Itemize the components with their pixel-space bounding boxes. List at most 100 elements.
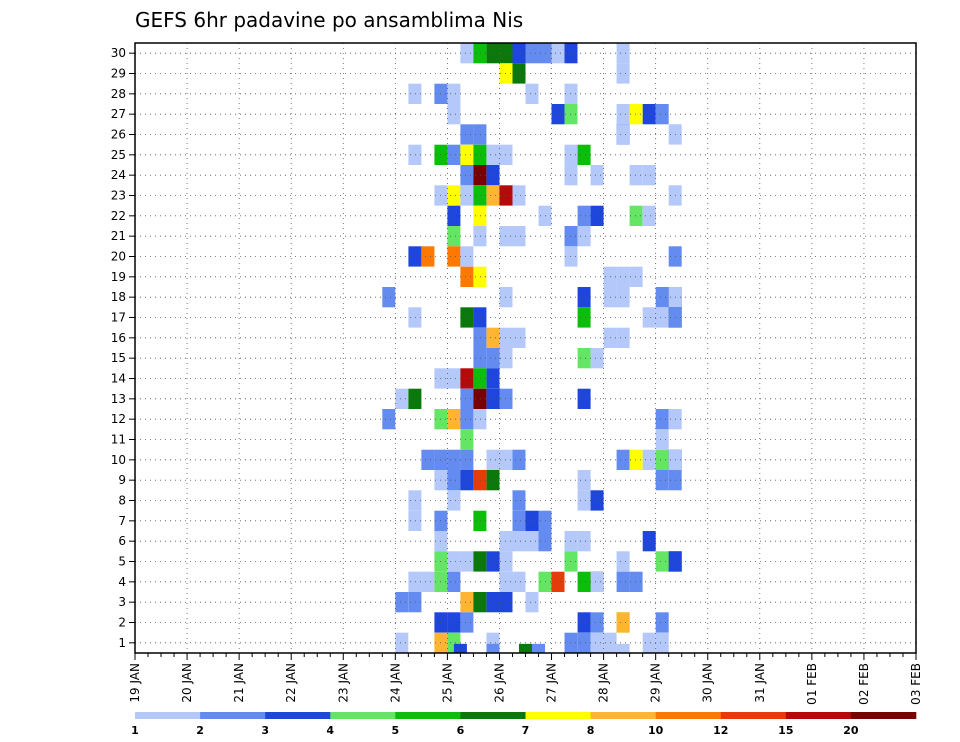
legend-swatch (395, 712, 461, 719)
heatmap-cell (616, 43, 630, 64)
legend-label: 2 (196, 724, 204, 737)
heatmap-cell (590, 490, 604, 511)
heatmap-cell (551, 43, 565, 64)
heatmap-cell (486, 185, 500, 206)
heatmap-cell (460, 429, 474, 450)
x-tick-label: 26 JAN (492, 663, 506, 703)
legend-swatch (330, 712, 396, 719)
heatmap-cell (460, 144, 474, 165)
heatmap-cell (577, 226, 591, 247)
heatmap-cell (486, 144, 500, 165)
y-tick-label: 5 (118, 555, 126, 569)
heatmap-cell (421, 571, 435, 592)
heatmap-cell (655, 429, 669, 450)
legend-label: 7 (522, 724, 530, 737)
y-tick-label: 16 (111, 331, 126, 345)
legend-swatch (655, 712, 722, 719)
heatmap-cell (421, 246, 435, 267)
legend-label: 5 (392, 724, 400, 737)
heatmap-cell (655, 287, 669, 308)
heatmap-cell (616, 551, 630, 572)
x-tick-label: 01 FEB (805, 663, 819, 705)
heatmap-cell (512, 43, 526, 64)
heatmap-cell (655, 470, 669, 491)
heatmap-cell (525, 592, 539, 613)
heatmap-cell (629, 165, 643, 186)
heatmap-cell (616, 327, 630, 348)
x-tick-label: 21 JAN (232, 663, 246, 703)
y-tick-label: 11 (111, 433, 126, 447)
color-legend: 1 2 3 4 5 6 7 8 10 12 15 20 (131, 712, 917, 737)
legend-label: 20 (843, 724, 859, 737)
legend-swatch (460, 712, 526, 719)
heatmap-cell (460, 449, 474, 470)
heatmap-cell (460, 470, 474, 491)
heatmap-cell (486, 43, 500, 64)
heatmap-cell (642, 307, 656, 328)
heatmap-cell (577, 531, 591, 552)
y-tick-label: 10 (111, 453, 126, 467)
heatmap-cell (408, 592, 422, 613)
heatmap-cell (486, 470, 500, 491)
heatmap-cell (460, 592, 474, 613)
heatmap-cell (629, 266, 643, 287)
heatmap-cell (577, 632, 591, 653)
y-tick-label: 29 (111, 67, 126, 81)
legend-label: 15 (778, 724, 793, 737)
x-tick-label: 29 JAN (649, 663, 663, 703)
heatmap-cell (408, 307, 422, 328)
heatmap-cell (512, 226, 526, 247)
heatmap-cell (655, 409, 669, 430)
heatmap-cell (642, 531, 656, 552)
heatmap-cell (577, 571, 591, 592)
heatmap-cell (473, 368, 487, 389)
heatmap-cell (655, 449, 669, 470)
y-tick-label: 7 (118, 514, 126, 528)
y-tick-label: 27 (111, 107, 126, 121)
heatmap-cell (460, 307, 474, 328)
heatmap-cell (629, 571, 643, 592)
heatmap-cell (629, 205, 643, 226)
y-tick-label: 19 (111, 270, 126, 284)
heatmap-cell (460, 551, 474, 572)
heatmap-cell (486, 449, 500, 470)
heatmap-cell (590, 165, 604, 186)
heatmap-cell (473, 185, 487, 206)
heatmap-cell (473, 327, 487, 348)
chart-title: GEFS 6hr padavine po ansamblima Nis (135, 8, 523, 32)
heatmap-cell (447, 104, 461, 125)
heatmap-cell (408, 571, 422, 592)
x-tick-label: 02 FEB (857, 663, 871, 705)
heatmap-cell (577, 490, 591, 511)
heatmap-cell (486, 327, 500, 348)
heatmap-cell (473, 124, 487, 145)
heatmap-cell (616, 287, 630, 308)
legend-label: 12 (713, 724, 728, 737)
heatmap-cell (655, 551, 669, 572)
bottom-marks (453, 643, 630, 654)
y-tick-label: 20 (111, 250, 126, 264)
y-tick-label: 8 (118, 494, 126, 508)
y-tick-label: 17 (111, 311, 126, 325)
bottom-mark (519, 643, 532, 654)
heatmap-cell (486, 368, 500, 389)
heatmap-cell (616, 612, 630, 633)
y-tick-label: 18 (111, 290, 126, 304)
legend-swatch (135, 712, 201, 719)
heatmap-cell (382, 409, 396, 430)
heatmap-cell (447, 246, 461, 267)
x-tick-label: 31 JAN (753, 663, 767, 703)
heatmap-cell (577, 144, 591, 165)
heatmap-cell (525, 531, 539, 552)
legend-swatch (200, 712, 266, 719)
heatmap-cell (590, 348, 604, 369)
heatmap-cell (447, 368, 461, 389)
heatmap-cell (473, 551, 487, 572)
x-axis-ticks: 19 JAN 20 JAN 21 JAN 22 JAN 23 JAN 24 JAN 25 J… (128, 653, 923, 705)
legend-swatch (265, 712, 331, 719)
heatmap-cell (590, 612, 604, 633)
legend-label: 8 (587, 724, 595, 737)
heatmap-cell (447, 144, 461, 165)
heatmap-cell (447, 571, 461, 592)
heatmap-cell (447, 205, 461, 226)
